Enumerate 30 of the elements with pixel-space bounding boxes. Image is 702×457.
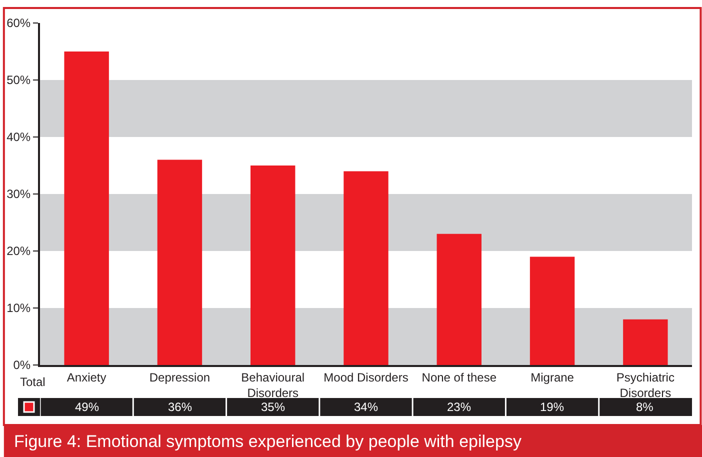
bar (344, 171, 388, 365)
text: 36% (168, 400, 192, 414)
y-tick-label: 50% (6, 73, 31, 88)
text: Figure 4: Emotional symptoms experienced by people with epilepsy (14, 432, 522, 451)
text: 34% (354, 400, 378, 414)
bar (157, 160, 202, 365)
x-tick-label: Anxiety (66, 370, 106, 384)
y-tick-label: 60% (6, 16, 31, 30)
text: 35% (261, 400, 286, 414)
x-tick-label: Depression (149, 370, 210, 384)
x-tick-label: Mood Disorders (324, 370, 408, 384)
bar (436, 234, 482, 365)
y-tick-label: 0% (13, 358, 31, 372)
x-tick-label: Behavioural Disorders (241, 370, 305, 400)
text: 8% (636, 400, 654, 414)
text: 19% (540, 400, 564, 414)
x-tick-label: Psychiatric Disorders (616, 370, 674, 400)
y-tick-label: 30% (6, 187, 31, 202)
y-tick-label: 10% (6, 301, 31, 316)
series-label: Total (20, 375, 46, 389)
x-tick-label: Migrane (530, 370, 574, 384)
bar (530, 256, 575, 365)
y-tick-label: 20% (6, 244, 31, 258)
bar (250, 166, 296, 365)
text: 23% (447, 400, 472, 414)
text: 49% (75, 400, 100, 414)
bar (623, 319, 668, 365)
x-tick-label: None of these (422, 370, 497, 384)
y-tick-label: 40% (6, 130, 31, 144)
bar (64, 52, 109, 365)
